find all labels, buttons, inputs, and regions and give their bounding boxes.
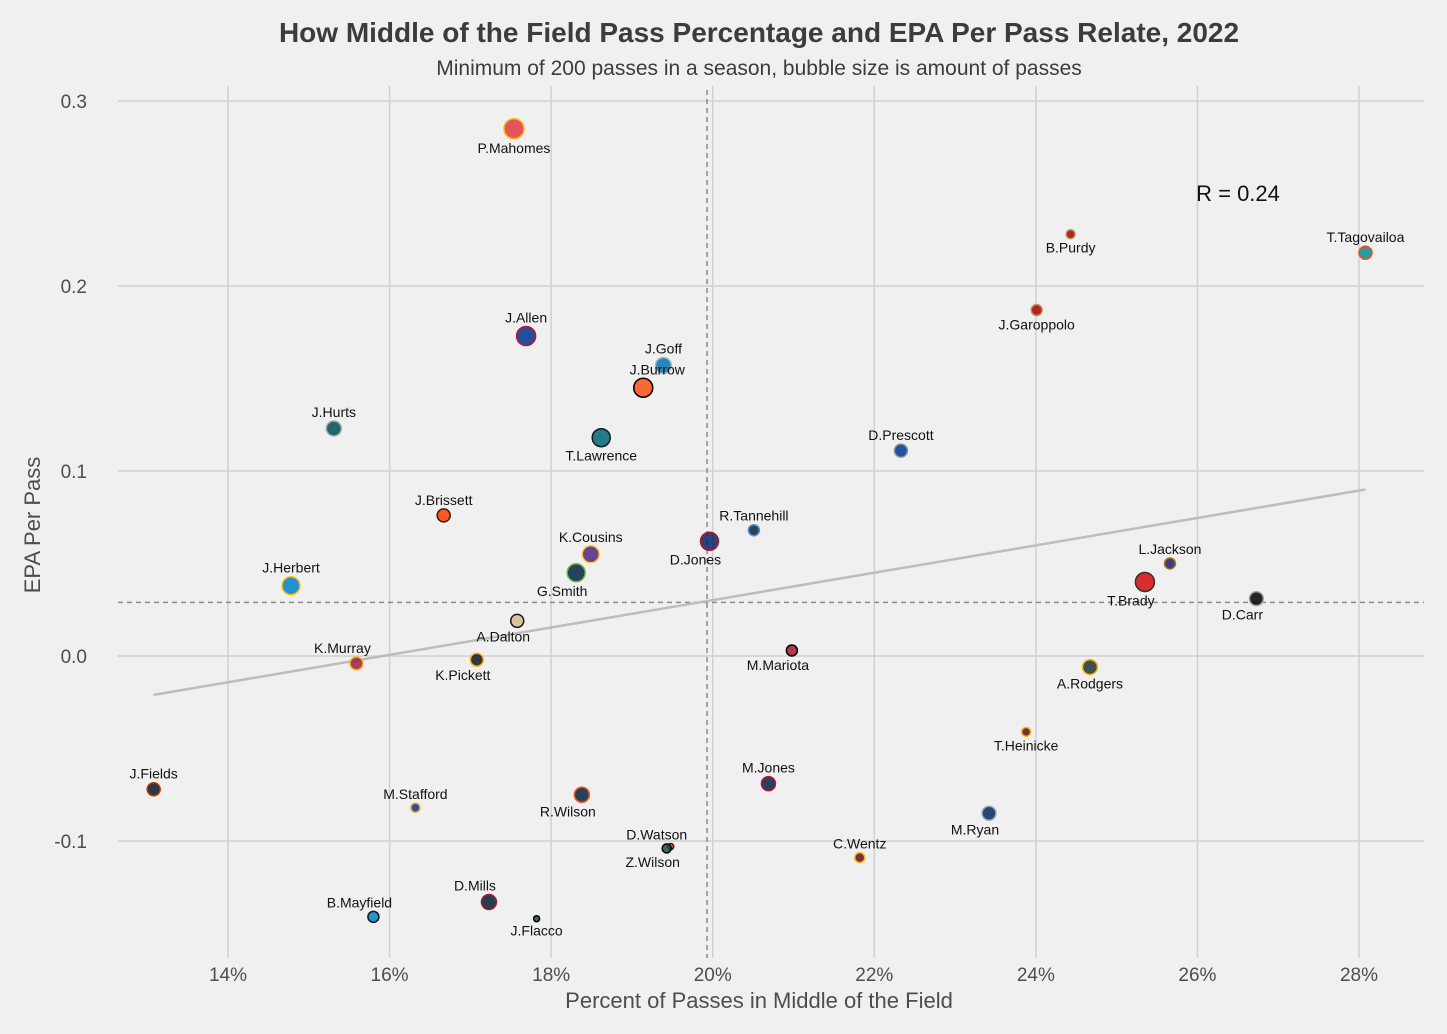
x-axis-label: Percent of Passes in Middle of the Field bbox=[565, 988, 953, 1013]
data-point bbox=[1020, 726, 1032, 738]
point-label: D.Carr bbox=[1222, 607, 1264, 623]
data-point bbox=[469, 652, 485, 667]
point-label: T.Brady bbox=[1107, 593, 1154, 609]
data-point bbox=[509, 613, 525, 629]
data-point bbox=[349, 656, 364, 671]
point-label: Z.Wilson bbox=[625, 854, 679, 870]
point-labels: P.Mahomes B.Purdy T.Tagovailoa J.Garoppolo J… bbox=[130, 140, 1405, 939]
point-label: R.Wilson bbox=[540, 803, 596, 819]
data-point bbox=[581, 545, 600, 564]
tick-labels: 14% 16% 18% 20% 22% 24% 26% 28% 0.3 0.2 0.1 0.0 -0.1 bbox=[54, 92, 1378, 986]
x-tick-label: 14% bbox=[209, 965, 247, 986]
y-tick-label: 0.0 bbox=[61, 647, 87, 668]
y-tick-label: 0.3 bbox=[61, 92, 87, 113]
data-point bbox=[573, 786, 591, 803]
chart-subtitle: Minimum of 200 passes in a season, bubbl… bbox=[436, 57, 1082, 80]
point-label: A.Rodgers bbox=[1057, 676, 1123, 692]
point-label: M.Mariota bbox=[747, 657, 809, 673]
point-label: P.Mahomes bbox=[478, 140, 551, 156]
point-label: J.Fields bbox=[130, 766, 178, 782]
y-axis-label: EPA Per Pass bbox=[20, 457, 45, 594]
data-point bbox=[566, 563, 586, 583]
data-point bbox=[1065, 228, 1076, 240]
point-label: L.Jackson bbox=[1138, 541, 1201, 557]
data-point bbox=[785, 644, 799, 657]
data-point bbox=[632, 377, 654, 398]
data-point bbox=[893, 443, 909, 458]
data-point bbox=[699, 531, 720, 552]
data-point bbox=[436, 508, 451, 523]
data-point bbox=[1358, 245, 1373, 260]
chart-title: How Middle of the Field Pass Percentage … bbox=[279, 17, 1239, 48]
data-point bbox=[981, 805, 997, 821]
x-tick-label: 26% bbox=[1178, 965, 1216, 986]
point-label: J.Brissett bbox=[415, 492, 473, 508]
point-label: J.Herbert bbox=[262, 560, 320, 576]
data-point bbox=[1081, 658, 1099, 676]
point-label: B.Purdy bbox=[1046, 240, 1096, 256]
point-label: C.Wentz bbox=[833, 836, 886, 852]
data-point bbox=[747, 523, 761, 537]
point-label: D.Prescott bbox=[868, 427, 933, 443]
point-label: D.Jones bbox=[670, 551, 721, 567]
point-label: J.Burrow bbox=[630, 361, 686, 377]
y-tick-label: 0.2 bbox=[61, 277, 87, 298]
point-label: D.Mills bbox=[454, 878, 496, 894]
x-tick-label: 18% bbox=[532, 965, 570, 986]
data-point bbox=[853, 851, 866, 864]
data-point bbox=[760, 775, 777, 792]
point-label: B.Mayfield bbox=[327, 894, 392, 910]
data-point bbox=[410, 802, 421, 813]
reference-lines bbox=[118, 90, 1424, 958]
data-point bbox=[480, 893, 498, 911]
point-label: J.Allen bbox=[505, 309, 547, 325]
data-point bbox=[661, 843, 672, 854]
point-label: M.Jones bbox=[742, 760, 795, 776]
point-label: M.Stafford bbox=[383, 786, 447, 802]
y-tick-label: -0.1 bbox=[54, 832, 87, 853]
data-point bbox=[325, 420, 343, 437]
point-label: K.Pickett bbox=[435, 667, 490, 683]
point-label: K.Murray bbox=[314, 640, 371, 656]
x-tick-label: 28% bbox=[1340, 965, 1378, 986]
point-label: J.Goff bbox=[645, 341, 682, 357]
data-point bbox=[503, 118, 525, 140]
data-point bbox=[654, 356, 673, 375]
data-point bbox=[1248, 590, 1265, 607]
data-point bbox=[367, 910, 380, 924]
point-label: T.Lawrence bbox=[565, 448, 637, 464]
point-label: R.Tannehill bbox=[719, 508, 788, 524]
data-point bbox=[591, 427, 611, 448]
point-label: J.Flacco bbox=[511, 923, 563, 939]
data-point bbox=[515, 325, 537, 347]
x-tick-label: 20% bbox=[694, 965, 732, 986]
data-point bbox=[1163, 557, 1177, 570]
point-label: J.Garoppolo bbox=[999, 317, 1075, 333]
y-tick-label: 0.1 bbox=[61, 462, 87, 483]
data-points bbox=[146, 118, 1373, 924]
data-point bbox=[146, 781, 161, 797]
gridlines bbox=[118, 86, 1424, 958]
point-label: G.Smith bbox=[537, 583, 588, 599]
point-label: D.Watson bbox=[626, 827, 687, 843]
point-label: T.Heinicke bbox=[994, 737, 1059, 753]
point-label: M.Ryan bbox=[951, 821, 999, 837]
x-tick-label: 22% bbox=[855, 965, 893, 986]
data-point bbox=[532, 914, 541, 923]
point-label: K.Cousins bbox=[559, 529, 623, 545]
data-point bbox=[1030, 303, 1043, 317]
data-point bbox=[1134, 571, 1156, 593]
point-label: A.Dalton bbox=[476, 628, 530, 644]
point-label: T.Tagovailoa bbox=[1327, 229, 1405, 245]
data-point bbox=[281, 575, 301, 596]
point-label: J.Hurts bbox=[312, 404, 356, 420]
correlation-annotation: R = 0.24 bbox=[1196, 181, 1280, 206]
x-tick-label: 24% bbox=[1017, 965, 1055, 986]
x-tick-label: 16% bbox=[371, 965, 409, 986]
